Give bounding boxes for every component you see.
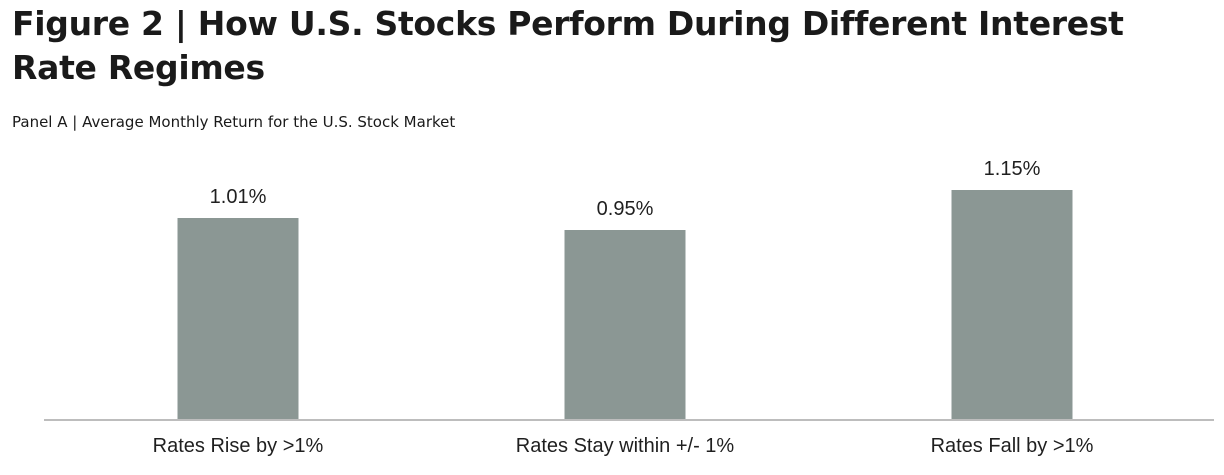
bars-group (177, 190, 1073, 420)
figure-title: Figure 2 | How U.S. Stocks Perform Durin… (12, 4, 1124, 87)
data-label-1: 1.01% (210, 186, 267, 208)
bar-2 (564, 230, 686, 420)
labels-group: 1.01% Rates Rise by >1% 0.95% Rates Stay wi… (153, 158, 1094, 457)
x-tick-label-1: Rates Rise by >1% (153, 435, 324, 457)
data-label-3: 1.15% (984, 158, 1041, 180)
bar-3 (951, 190, 1073, 420)
bar-1 (177, 218, 299, 420)
x-tick-label-2: Rates Stay within +/- 1% (516, 435, 735, 457)
x-tick-label-3: Rates Fall by >1% (931, 435, 1094, 457)
panel-title: Panel A | Average Monthly Return for the… (12, 113, 456, 131)
data-label-2: 0.95% (597, 198, 654, 220)
